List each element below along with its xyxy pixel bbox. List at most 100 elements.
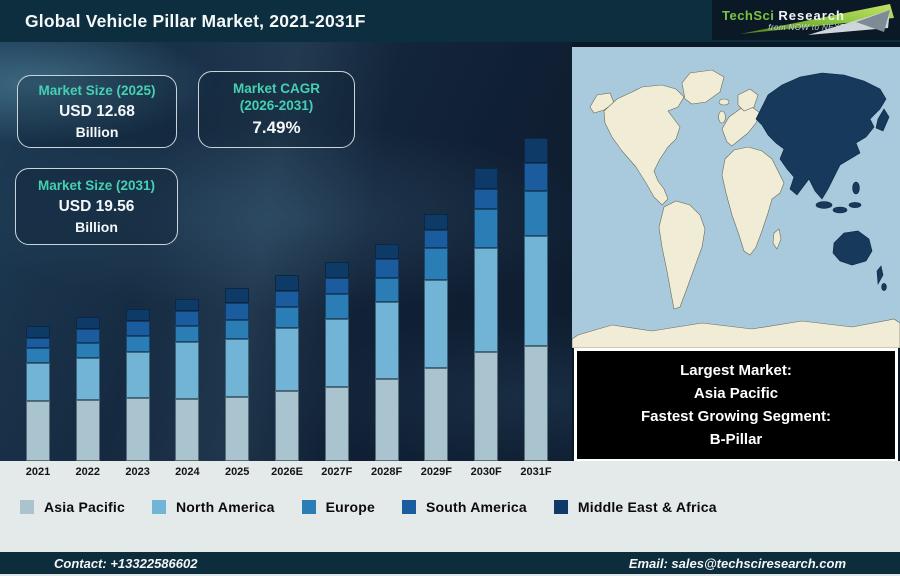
bar-segment	[474, 168, 499, 189]
x-axis-label: 2021	[25, 466, 51, 478]
map-landmasses	[571, 69, 900, 349]
x-axis-label: 2027F	[321, 466, 353, 478]
bar-segment	[324, 387, 349, 461]
bar-segment	[125, 398, 150, 461]
bar-segment	[125, 336, 150, 352]
legend-item: Asia Pacific	[20, 499, 125, 515]
page-title: Global Vehicle Pillar Market, 2021-2031F	[25, 10, 366, 31]
chart-legend: Asia Pacific North America Europe South Ame…	[20, 499, 717, 515]
bar-2026E	[275, 275, 299, 461]
bar-segment	[324, 319, 349, 387]
stat-value: USD 12.68	[59, 102, 135, 120]
stat-label: Market Size (2031)	[37, 178, 156, 194]
stat-label: Market CAGR (2026-2031)	[207, 81, 346, 115]
chart-area: Market Size (2025) USD 12.68 Billion Mar…	[0, 42, 572, 461]
fastest-segment-label: Fastest Growing Segment:	[640, 408, 832, 425]
bar-segment	[225, 397, 250, 461]
legend-label: Asia Pacific	[44, 499, 125, 515]
right-panel: Largest Market: Asia Pacific Fastest Gro…	[571, 42, 900, 462]
bar-segment	[424, 214, 449, 230]
x-axis-label: 2028F	[370, 466, 403, 478]
x-axis-label: 2026E	[271, 466, 303, 478]
legend-item: Middle East & Africa	[553, 499, 717, 515]
bars	[0, 42, 572, 461]
bar-2031F	[524, 138, 548, 461]
footer-contact: Contact: +13322586602	[54, 555, 198, 571]
bar-segment	[275, 291, 299, 307]
bar-segment	[175, 311, 200, 326]
bar-segment	[374, 278, 399, 302]
bar-segment	[324, 262, 349, 278]
largest-market-label: Largest Market:	[680, 361, 792, 379]
bar-segment	[374, 244, 399, 259]
footer-bar: Contact: +13322586602 Email: sales@techs…	[0, 552, 900, 576]
bar-segment	[175, 299, 200, 311]
bar-segment	[75, 329, 100, 343]
fastest-segment-value: B-Pillar	[709, 431, 763, 449]
cagr-label-line1: Market CAGR	[232, 81, 321, 97]
legend-swatch-icon	[553, 500, 568, 514]
stat-unit: Billion	[75, 218, 118, 235]
bar-segment	[175, 342, 200, 399]
map-asia-pacific-highlight	[755, 72, 890, 291]
bar-2028F	[374, 244, 399, 461]
bar-segment	[125, 309, 150, 321]
bar-segment	[374, 379, 399, 461]
x-axis-label: 2025	[224, 466, 250, 478]
bar-segment	[324, 278, 349, 294]
key-insights-box: Largest Market: Asia Pacific Fastest Gro…	[574, 348, 898, 462]
stat-label: Market Size (2025)	[38, 83, 156, 99]
bar-segment	[225, 288, 250, 303]
legend-swatch-icon	[301, 500, 316, 514]
bar-segment	[474, 248, 499, 352]
bar-2029F	[424, 214, 449, 461]
bar-segment	[125, 321, 150, 336]
bar-segment	[26, 326, 50, 338]
bar-segment	[225, 320, 250, 339]
logo-tagline: from NOW to NEXT	[768, 22, 845, 32]
world-map	[571, 47, 900, 349]
bar-2030F	[474, 168, 499, 461]
legend-swatch-icon	[152, 500, 166, 514]
bar-segment	[26, 348, 50, 363]
bar-segment	[474, 209, 499, 248]
stat-value: USD 19.56	[58, 197, 135, 215]
logo-name-research: Research	[778, 7, 845, 23]
bar-2021	[26, 326, 50, 461]
bar-segment	[75, 343, 100, 358]
legend-item: South America	[402, 499, 527, 515]
bar-segment	[474, 352, 499, 461]
legend-label: South America	[426, 499, 527, 515]
bar-2027F	[324, 262, 349, 461]
x-axis-label: 2030F	[470, 466, 502, 478]
bar-segment	[125, 352, 150, 398]
legend-swatch-icon	[20, 500, 34, 514]
bar-segment	[225, 339, 250, 397]
bar-2022	[75, 317, 100, 461]
legend-label: Middle East & Africa	[577, 499, 717, 515]
logo-arrow-icon	[740, 4, 894, 35]
footer-email: Email: sales@techsciresearch.com	[628, 555, 846, 571]
bar-segment	[424, 280, 449, 368]
stat-value: 7.49%	[252, 117, 301, 137]
logo-text: TechSci Research from NOW to NEXT	[722, 9, 845, 32]
techsci-logo: TechSci Research from NOW to NEXT	[712, 0, 900, 40]
bar-segment	[424, 248, 449, 280]
world-map-svg	[571, 47, 900, 349]
bar-segment	[424, 230, 449, 248]
bar-segment	[175, 326, 200, 342]
bar-segment	[75, 400, 100, 461]
header-bar: Global Vehicle Pillar Market, 2021-2031F…	[0, 0, 900, 42]
bar-segment	[374, 259, 399, 278]
bottom-strip: 2021 2022 2023 2024 2025 2026E 2027F 2028F 2029F…	[0, 461, 900, 552]
legend-label: North America	[176, 499, 275, 515]
bar-segment	[75, 317, 100, 329]
bar-segment	[75, 358, 100, 400]
bar-2023	[125, 309, 150, 461]
stat-unit: Billion	[75, 123, 119, 140]
logo-name-techsci: TechSci	[722, 7, 775, 23]
x-axis-label: 2023	[125, 466, 150, 478]
bar-segment	[275, 307, 299, 328]
bar-2024	[175, 299, 200, 461]
bar-segment	[524, 346, 548, 461]
